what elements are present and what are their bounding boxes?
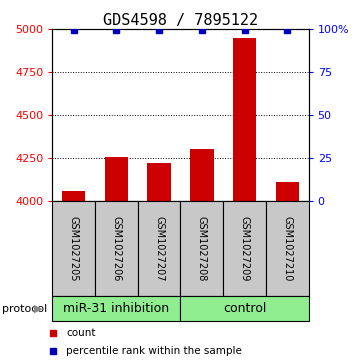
Bar bbox=[180, 296, 309, 321]
Bar bbox=[266, 201, 309, 296]
Bar bbox=[233, 38, 256, 201]
Bar bbox=[52, 296, 180, 321]
Text: control: control bbox=[223, 302, 266, 315]
Text: GSM1027208: GSM1027208 bbox=[197, 216, 207, 281]
Text: protocol: protocol bbox=[2, 303, 47, 314]
Title: GDS4598 / 7895122: GDS4598 / 7895122 bbox=[103, 13, 258, 28]
Text: miR-31 inhibition: miR-31 inhibition bbox=[64, 302, 169, 315]
Bar bbox=[105, 158, 128, 201]
Text: percentile rank within the sample: percentile rank within the sample bbox=[66, 346, 242, 356]
Text: count: count bbox=[66, 328, 96, 338]
Text: ▶: ▶ bbox=[34, 303, 42, 314]
Bar bbox=[180, 201, 223, 296]
Bar bbox=[190, 149, 214, 201]
Bar bbox=[95, 201, 138, 296]
Bar bbox=[223, 201, 266, 296]
Text: GSM1027209: GSM1027209 bbox=[240, 216, 249, 281]
Bar bbox=[147, 163, 171, 201]
Text: GSM1027206: GSM1027206 bbox=[112, 216, 121, 281]
Bar bbox=[52, 201, 95, 296]
Text: GSM1027210: GSM1027210 bbox=[282, 216, 292, 281]
Bar bbox=[138, 201, 180, 296]
Text: GSM1027205: GSM1027205 bbox=[69, 216, 79, 281]
Bar bbox=[62, 191, 86, 201]
Text: GSM1027207: GSM1027207 bbox=[154, 216, 164, 281]
Bar bbox=[275, 183, 299, 201]
